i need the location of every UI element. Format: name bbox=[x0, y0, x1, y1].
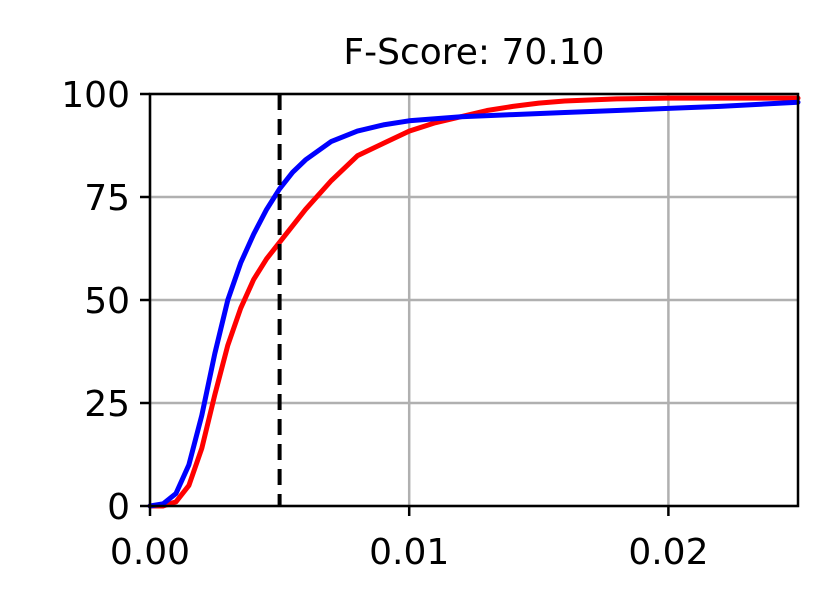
y-tick-label: 25 bbox=[84, 384, 130, 425]
series-line-1 bbox=[147, 95, 801, 509]
x-tick-label: 0.02 bbox=[628, 532, 708, 573]
series-layer bbox=[147, 95, 801, 509]
grid-lines bbox=[148, 92, 798, 508]
axis-ticks: 0.00 0.01 0.02 0 25 50 75 100 bbox=[61, 75, 708, 573]
x-tick-label: 0.00 bbox=[110, 532, 190, 573]
y-tick-label: 75 bbox=[84, 178, 130, 219]
x-tick-label: 0.01 bbox=[369, 532, 449, 573]
y-tick-label: 0 bbox=[107, 487, 130, 528]
y-tick-label: 100 bbox=[61, 75, 130, 116]
y-tick-label: 50 bbox=[84, 281, 130, 322]
chart-title: F-Score: 70.10 bbox=[343, 32, 604, 73]
series-line-2 bbox=[147, 99, 801, 509]
